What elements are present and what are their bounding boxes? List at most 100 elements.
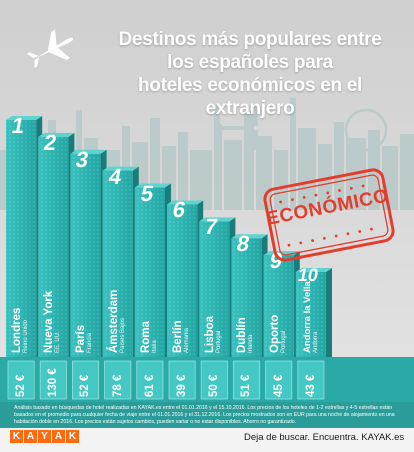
- title-line: hoteles económicos en el extranjero: [137, 75, 363, 119]
- logo-letter: K: [10, 430, 23, 443]
- skyline-building: [224, 140, 242, 210]
- price-label: 61 €: [143, 374, 156, 397]
- economico-stamp: ECONÓMICO: [260, 165, 399, 266]
- logo-letter: A: [52, 430, 65, 443]
- airplane-icon: [26, 29, 74, 68]
- bar-texture: [167, 204, 198, 357]
- bar-texture: [231, 238, 262, 357]
- country-name: Alemania: [184, 327, 190, 353]
- price-label: 43 €: [304, 374, 317, 397]
- city-name: Andorra la Vella: [301, 281, 313, 353]
- skyline-building: [334, 122, 344, 210]
- city-label: Londres Reino Unido: [11, 307, 30, 353]
- city-name: Oporto: [268, 314, 281, 353]
- city-label: Dublín Irlanda: [236, 317, 255, 353]
- price-label: 52 €: [15, 374, 27, 397]
- country-name: EE. UU.: [55, 331, 62, 353]
- country-name: Portugal: [216, 330, 223, 353]
- price-cell: [297, 360, 325, 400]
- country-name: Portugal: [280, 330, 287, 353]
- bar-side: [326, 268, 332, 357]
- price-cell: [168, 360, 196, 400]
- price-label: 50 €: [208, 374, 221, 397]
- logo-letter: A: [24, 430, 37, 443]
- price-cell: [7, 360, 35, 400]
- kayak-logo: K A Y A K: [10, 430, 80, 443]
- bar-texture: [38, 136, 69, 357]
- bar-texture: [70, 153, 101, 357]
- stamp-frame-icon: [263, 168, 395, 262]
- city-label: París Francia: [75, 324, 94, 353]
- logo-letter: K: [66, 430, 79, 443]
- price-label: 39 €: [176, 374, 188, 397]
- skyline-building: [190, 150, 212, 210]
- price-label: 51 €: [240, 374, 253, 397]
- city-label: Lisboa Portugal: [204, 315, 223, 353]
- city-name: París: [75, 324, 88, 353]
- skyline-building: [290, 98, 296, 210]
- title-line: los españoles para: [167, 52, 333, 73]
- bar-texture: [134, 187, 165, 357]
- city-label: Andorra la Vella Andorra: [302, 281, 320, 353]
- city-label: Nueva York EE. UU.: [43, 290, 62, 353]
- bar-texture: [263, 255, 294, 357]
- city-name: Dublín: [236, 317, 249, 353]
- country-name: Francia: [87, 332, 94, 353]
- city-name: Ámsterdam: [107, 289, 120, 353]
- city-name: Berlín: [172, 320, 184, 353]
- bar-top: [231, 234, 268, 239]
- footer-band: [0, 402, 414, 428]
- slogan: Deja de buscar. Encuentra. KAYAK.es: [244, 432, 405, 443]
- skyline-building: [400, 134, 414, 210]
- skyline-building: [178, 132, 188, 210]
- city-label: Berlín Alemania: [172, 320, 191, 353]
- bar-texture: [295, 272, 326, 357]
- skyline-building: [298, 128, 316, 210]
- price-cell: [200, 360, 228, 400]
- skyline-building: [244, 112, 254, 210]
- bar-top: [6, 116, 43, 120]
- city-name: Nueva York: [43, 290, 56, 353]
- price-label: 45 €: [272, 374, 285, 397]
- title-line: Destinos más populares entre: [118, 29, 382, 50]
- price-label: 78 €: [111, 374, 124, 397]
- price-label: 130 €: [47, 368, 60, 397]
- disclaimer-text: Análisis basado en búsquedas de hotel re…: [14, 405, 395, 425]
- tower-bridge-icon: [214, 104, 258, 150]
- price-cell: [104, 360, 132, 400]
- ferris-wheel-icon: [344, 108, 388, 152]
- price-cell: [72, 360, 100, 400]
- bar-top: [70, 149, 107, 154]
- city-label: Roma Italia: [139, 321, 159, 353]
- skyline-building: [150, 118, 160, 210]
- bar-texture: [199, 221, 230, 357]
- price-cells: [7, 360, 325, 400]
- bar-top: [102, 166, 139, 171]
- bar-top: [167, 200, 204, 205]
- page-title: Destinos más populares entre los español…: [92, 28, 408, 120]
- country-name: Andorra: [312, 331, 319, 353]
- bar-texture: [102, 170, 133, 357]
- city-label: Ámsterdam Países Bajos: [107, 289, 127, 353]
- bars: [6, 116, 332, 357]
- country-name: Reino Unido: [23, 319, 29, 353]
- city-label: Oporto Portugal: [268, 314, 288, 353]
- bar-top: [38, 132, 75, 137]
- city-name: Lisboa: [204, 315, 217, 353]
- city-name: Londres: [11, 307, 23, 353]
- price-cell: [39, 360, 67, 400]
- bar-texture: [6, 120, 37, 357]
- price-label: 52 €: [79, 374, 92, 397]
- country-name: Italia: [151, 340, 158, 353]
- price-cell: [265, 360, 293, 400]
- bar-top: [134, 183, 171, 188]
- skyline-building: [214, 124, 222, 210]
- bar-top: [295, 268, 332, 272]
- country-name: Países Bajos: [119, 317, 126, 353]
- city-name: Roma: [139, 321, 152, 353]
- logo-letter: Y: [38, 430, 51, 443]
- price-cell: [136, 360, 164, 400]
- country-name: Irlanda: [248, 334, 255, 353]
